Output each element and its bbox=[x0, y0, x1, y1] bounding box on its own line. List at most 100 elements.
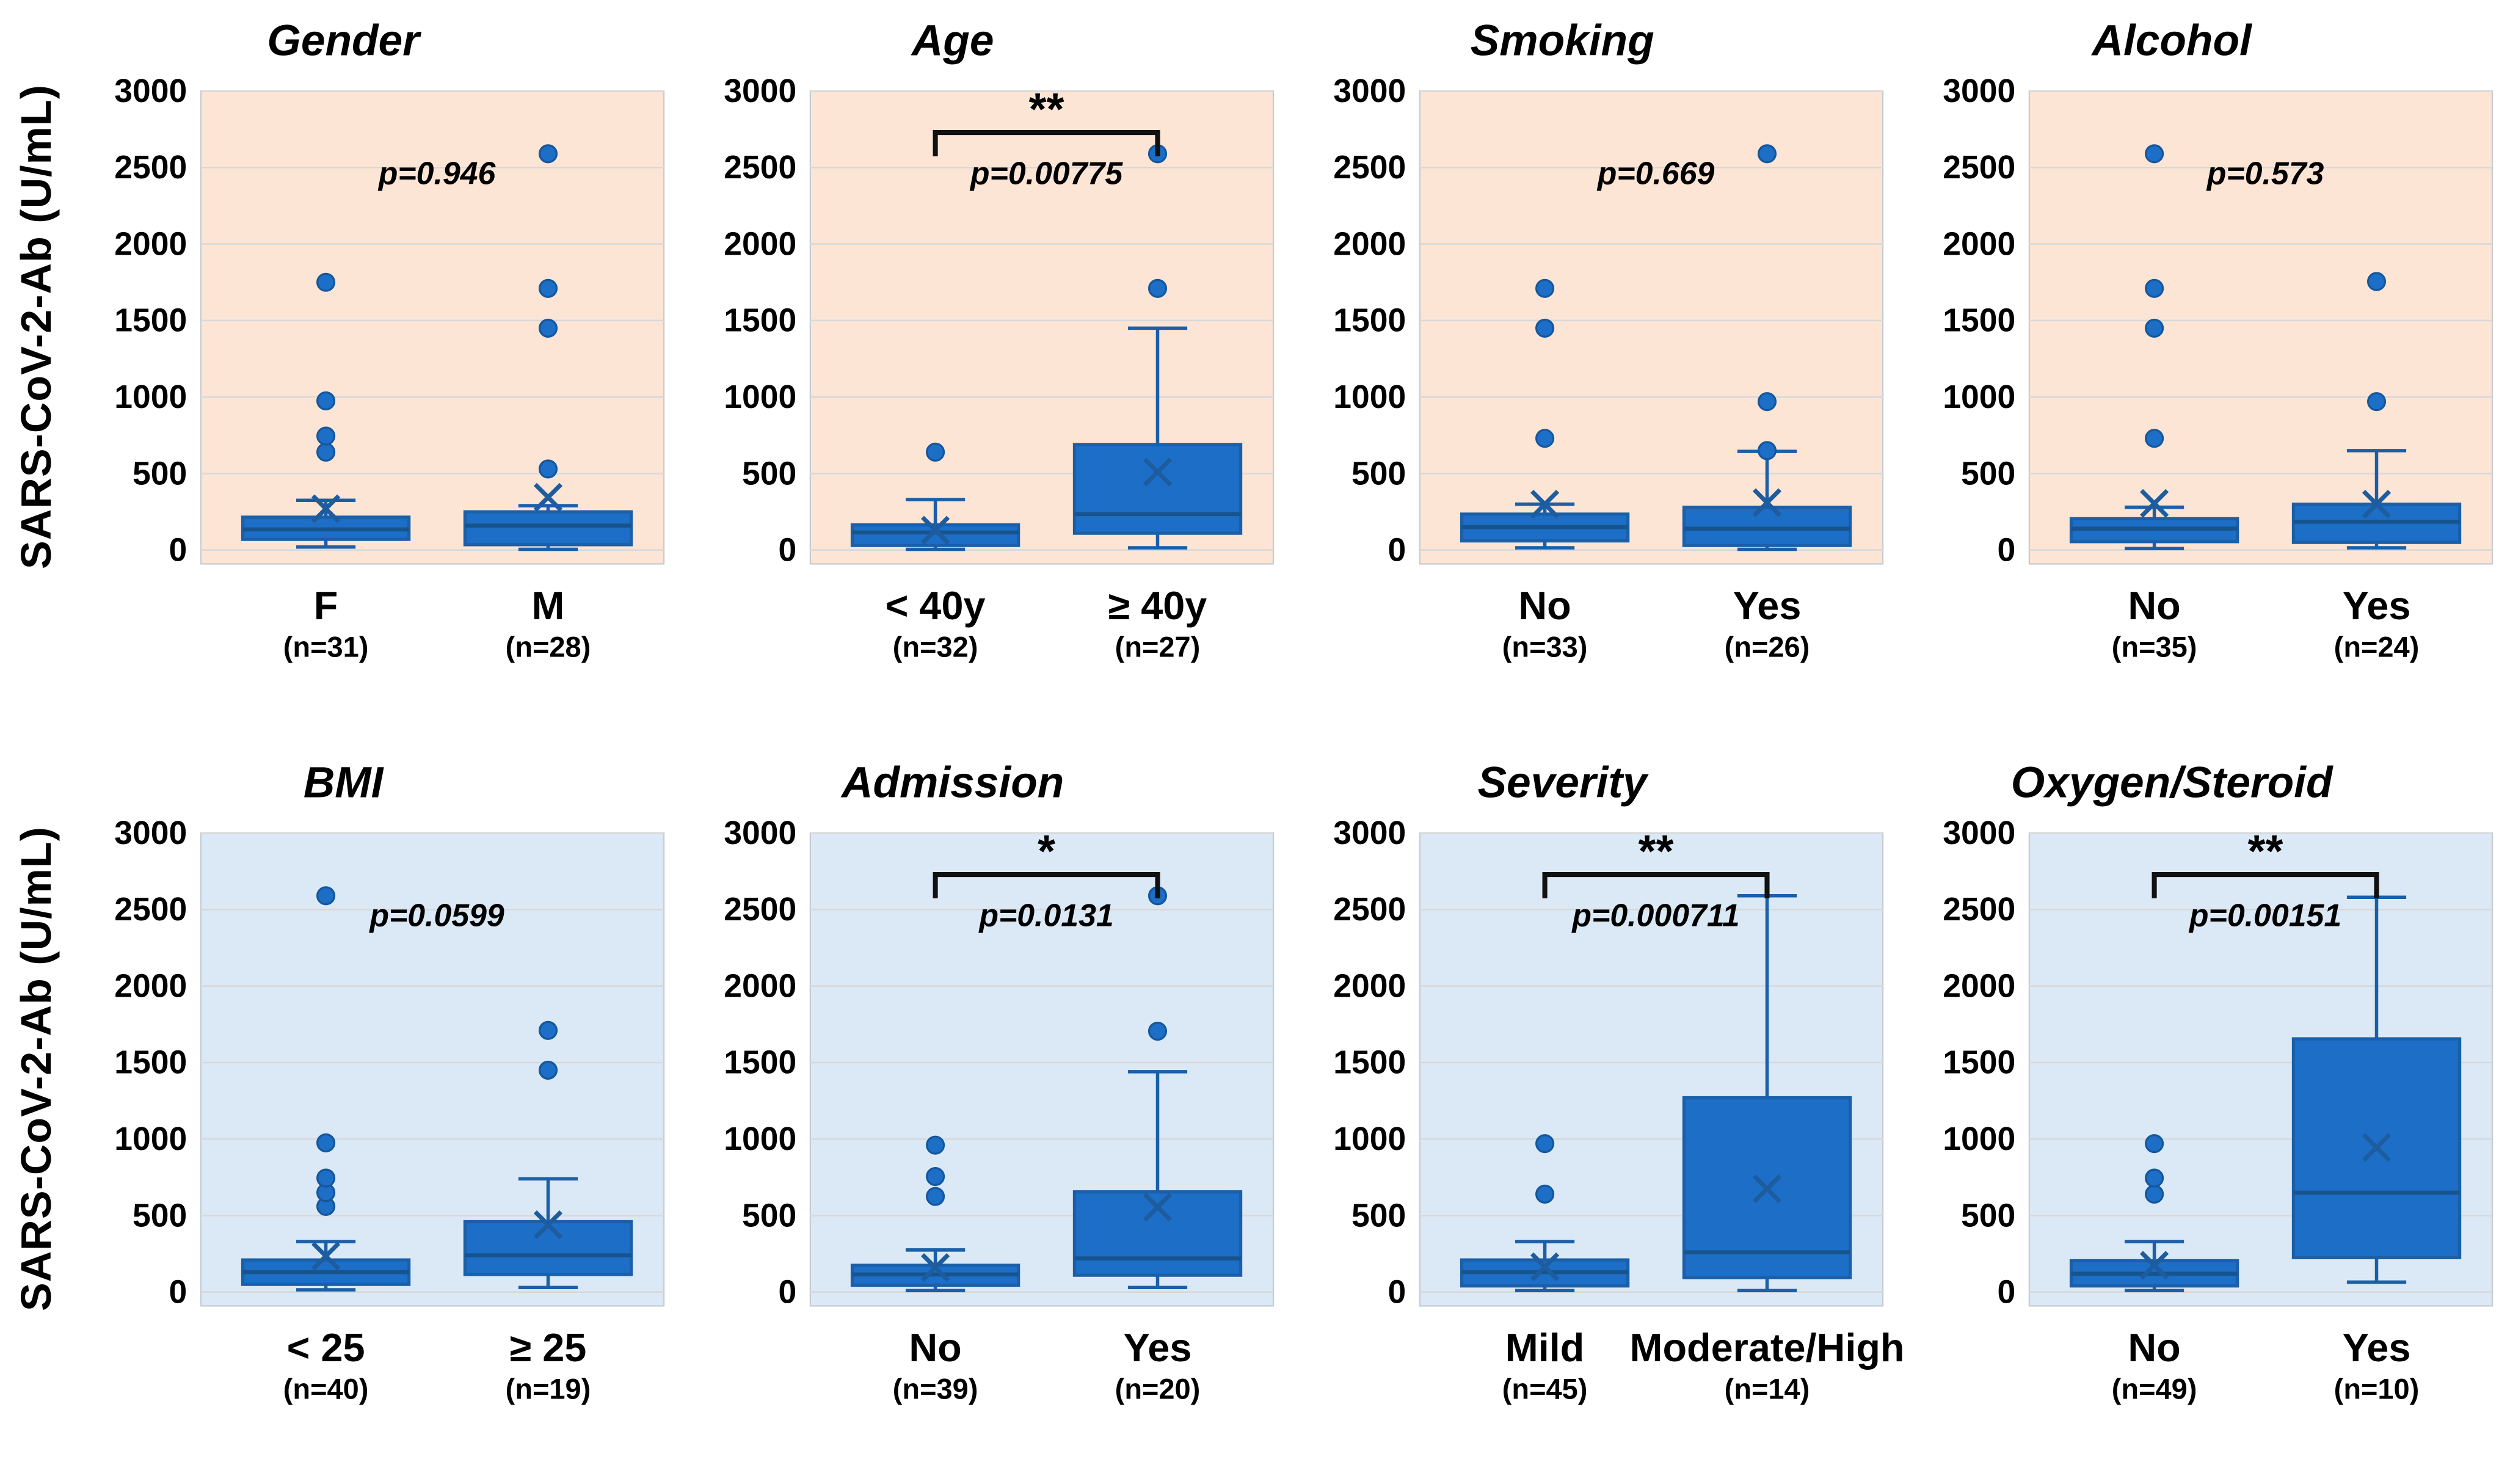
y-tick-label: 1500 bbox=[114, 1045, 187, 1081]
significance-bracket bbox=[933, 130, 1160, 156]
y-tick-label: 2000 bbox=[1943, 226, 2015, 262]
group-n-label: (n=39) bbox=[893, 1373, 978, 1405]
y-tick-label: 1500 bbox=[724, 303, 796, 339]
mean-marker bbox=[1143, 457, 1173, 487]
outlier-dot bbox=[1535, 1184, 1555, 1204]
group-n-label: (n=33) bbox=[1502, 631, 1588, 663]
outlier-dot bbox=[538, 1060, 558, 1080]
panel-title: Severity bbox=[1477, 758, 1649, 807]
y-tick-label: 0 bbox=[778, 533, 796, 569]
panels-row-bottom: BMI 0 500 1000 1500 2000 2500 3000 < 25 (n=40) ≥ 2… bbox=[72, 742, 2510, 1484]
y-tick-label: 1500 bbox=[1943, 303, 2015, 339]
y-tick-label: 2500 bbox=[1333, 150, 1406, 186]
y-tick-label: 1000 bbox=[724, 379, 796, 415]
group-label: < 25 bbox=[287, 1325, 365, 1370]
y-tick-label: 1500 bbox=[1333, 303, 1406, 339]
significance-bracket bbox=[2152, 872, 2379, 898]
mean-marker bbox=[1752, 1174, 1782, 1204]
mean-marker bbox=[533, 482, 563, 512]
y-tick-label: 2500 bbox=[1333, 892, 1406, 928]
group-label: Mild bbox=[1505, 1325, 1585, 1370]
group-n-label: (n=20) bbox=[1115, 1373, 1201, 1405]
group-n-label: (n=35) bbox=[2112, 631, 2197, 663]
plot-background bbox=[200, 90, 665, 565]
boxplot-svg: Severity 0 500 1000 1500 2000 2500 3000 Mild(n=4… bbox=[1333, 758, 1904, 1405]
group-label: ≥ 25 bbox=[510, 1325, 587, 1370]
boxplot-svg: Alcohol 0 500 1000 1500 2000 2500 3000 No(n=35) Y… bbox=[1943, 16, 2494, 663]
y-tick-label: 1500 bbox=[1333, 1045, 1406, 1081]
panel-age: Age 0 500 1000 1500 2000 2500 3000 < 40y (n=32) ≥ … bbox=[682, 0, 1291, 742]
y-tick-label: 500 bbox=[133, 1198, 187, 1234]
iqr-box bbox=[1682, 505, 1852, 547]
iqr-box bbox=[463, 510, 633, 547]
y-tick-label: 3000 bbox=[1333, 815, 1406, 851]
outlier-dot bbox=[538, 459, 558, 479]
significance-bracket bbox=[1542, 872, 1770, 898]
outlier-dot bbox=[316, 886, 336, 906]
panel-bmi: BMI 0 500 1000 1500 2000 2500 3000 < 25 (n=40) ≥ 2… bbox=[72, 742, 682, 1484]
mean-marker bbox=[1530, 489, 1560, 519]
group-n-label: (n=40) bbox=[283, 1373, 369, 1405]
outlier-dot bbox=[926, 1166, 945, 1187]
y-tick-label: 3000 bbox=[114, 73, 187, 109]
outlier-dot bbox=[316, 1168, 336, 1188]
boxplot-svg: Oxygen/Steroid 0 500 1000 1500 2000 2500 3000 No… bbox=[1943, 758, 2494, 1405]
group-n-label: (n=24) bbox=[2334, 631, 2420, 663]
y-tick-label: 500 bbox=[133, 456, 187, 492]
outlier-dot bbox=[2366, 392, 2387, 412]
p-value-label: p=0.0131 bbox=[978, 897, 1113, 933]
y-tick-label: 2000 bbox=[1333, 226, 1406, 262]
p-value-label: p=0.946 bbox=[377, 155, 497, 191]
plot-background bbox=[1419, 90, 1884, 565]
group-label: Yes bbox=[2343, 1325, 2411, 1370]
group-n-label: (n=28) bbox=[506, 631, 591, 663]
panel-smoking: Smoking 0 500 1000 1500 2000 2500 3000 No (n=33) Y… bbox=[1291, 0, 1901, 742]
group-label: No bbox=[1518, 583, 1571, 628]
y-tick-label: 0 bbox=[1388, 1275, 1406, 1311]
p-value-label: p=0.000711 bbox=[1571, 897, 1739, 933]
y-tick-label: 2500 bbox=[1943, 150, 2015, 186]
group-n-label: (n=14) bbox=[1725, 1373, 1810, 1405]
outlier-dot bbox=[2145, 1168, 2164, 1188]
y-tick-label: 1500 bbox=[1943, 1045, 2015, 1081]
p-value-label: p=0.0599 bbox=[368, 897, 504, 933]
figure-row-top: SARS-CoV-2-Ab (U/mL) Gender 0 500 1000 1500 2… bbox=[12, 0, 2510, 742]
outlier-dot bbox=[1757, 144, 1777, 164]
mean-marker bbox=[533, 1210, 563, 1240]
outlier-dot bbox=[2145, 1184, 2164, 1204]
outlier-dot bbox=[2145, 318, 2164, 338]
mean-marker bbox=[1752, 488, 1782, 517]
y-tick-label: 2500 bbox=[724, 892, 796, 928]
boxplot-svg: Admission 0 500 1000 1500 2000 2500 3000 No(n=39… bbox=[724, 758, 1275, 1405]
y-tick-label: 2000 bbox=[1943, 968, 2015, 1004]
group-n-label: (n=19) bbox=[506, 1373, 591, 1405]
panel-alcohol: Alcohol 0 500 1000 1500 2000 2500 3000 No (n=35) Y… bbox=[1901, 0, 2510, 742]
y-tick-label: 500 bbox=[1961, 456, 2015, 492]
y-tick-label: 1000 bbox=[1333, 1121, 1406, 1157]
y-tick-label: 1500 bbox=[114, 303, 187, 339]
outlier-dot bbox=[1535, 1134, 1555, 1154]
outlier-dot bbox=[1757, 392, 1777, 412]
outlier-dot bbox=[926, 442, 945, 462]
outlier-dot bbox=[1535, 318, 1555, 338]
significance-stars: ** bbox=[1029, 84, 1064, 134]
y-tick-label: 2000 bbox=[724, 968, 796, 1004]
group-label: < 40y bbox=[886, 583, 986, 628]
group-n-label: (n=45) bbox=[1502, 1373, 1588, 1405]
group-n-label: (n=26) bbox=[1725, 631, 1810, 663]
y-tick-label: 3000 bbox=[724, 815, 796, 851]
y-tick-label: 0 bbox=[778, 1275, 796, 1311]
y-tick-label: 500 bbox=[742, 1198, 796, 1234]
y-tick-label: 2000 bbox=[724, 226, 796, 262]
boxplot-svg: Age 0 500 1000 1500 2000 2500 3000 < 40y(n=32) ≥ … bbox=[724, 16, 1275, 663]
p-value-label: p=0.573 bbox=[2206, 155, 2324, 191]
outlier-dot bbox=[1148, 278, 1168, 298]
panels-row-top: Gender 0 500 1000 1500 2000 2500 3000 F (n=31) M (n… bbox=[72, 0, 2510, 742]
y-tick-label: 500 bbox=[1351, 456, 1406, 492]
iqr-box bbox=[463, 1220, 633, 1276]
panel-oxygen-steroid: Oxygen/Steroid 0 500 1000 1500 2000 2500 3000 No… bbox=[1901, 742, 2510, 1484]
y-tick-label: 500 bbox=[1351, 1198, 1406, 1234]
y-tick-label: 2000 bbox=[1333, 968, 1406, 1004]
y-tick-label: 0 bbox=[1388, 533, 1406, 569]
y-tick-label: 1000 bbox=[1333, 379, 1406, 415]
